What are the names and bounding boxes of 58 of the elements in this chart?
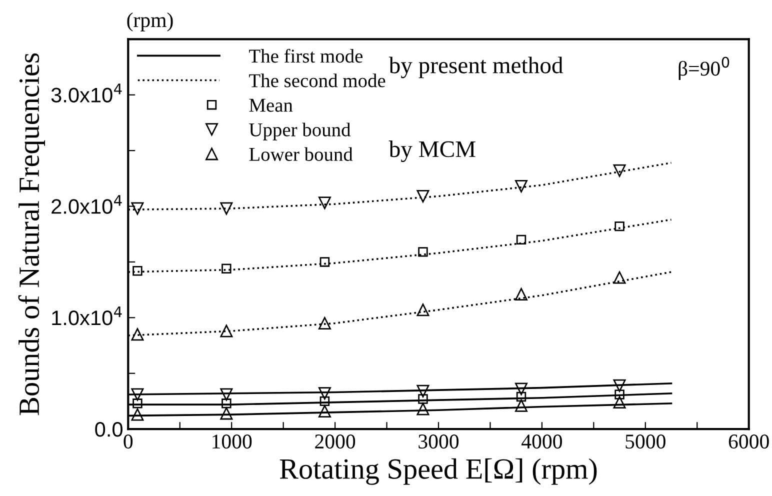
point (220, 324, 233, 338)
point (132, 266, 142, 276)
x-tick-label: 6000 (728, 434, 769, 449)
point (131, 328, 144, 341)
legend-label: The first mode (249, 48, 363, 63)
point (614, 221, 624, 232)
point (220, 388, 233, 401)
point (220, 407, 233, 420)
x-tick-label: 5000 (626, 434, 666, 449)
point (131, 408, 144, 421)
point (516, 234, 526, 245)
point (516, 392, 526, 402)
point (416, 402, 430, 416)
text: (rpm) (127, 12, 173, 32)
point (613, 271, 626, 284)
point (320, 396, 330, 406)
annotation: by present method (388, 56, 563, 78)
legend-label: Upper bound (249, 122, 351, 140)
legend-label: The second mode (249, 74, 386, 88)
x-tick-label: 2000 (315, 434, 356, 449)
y-tick-label: 1.0x10$^{4}$ (52, 306, 122, 326)
point (613, 379, 626, 392)
point (515, 382, 528, 396)
point (220, 202, 233, 215)
y-tick-label: 3.0x10$^{4}$ (51, 84, 122, 102)
y-axis-title: Bounds of Natural Frequencies (18, 53, 46, 416)
point (515, 180, 528, 192)
point (614, 390, 624, 400)
point (318, 404, 331, 418)
point (613, 396, 626, 409)
annotation: by MCM (388, 140, 476, 162)
x-tick-label: 1000 (212, 434, 252, 449)
point (131, 202, 144, 215)
point (222, 264, 232, 274)
point (613, 164, 626, 177)
point (416, 304, 430, 316)
y-tick-label: 2.0x10$^{4}$ (52, 195, 122, 214)
point (320, 257, 330, 267)
x-tick-label: 4000 (522, 434, 562, 449)
x-tick-label: 3000 (418, 434, 459, 449)
point (416, 190, 430, 202)
point (222, 398, 232, 408)
point (318, 316, 331, 330)
point (418, 247, 428, 257)
point (418, 394, 428, 404)
point (515, 399, 528, 412)
x-tick-label: 0 (124, 434, 133, 449)
legend-label: Lower bound (249, 147, 353, 161)
point (416, 384, 430, 398)
point (131, 388, 144, 401)
x-axis-title: Rotating Speed E[Ω] (rpm) (280, 458, 597, 485)
legend-label: Mean (249, 98, 293, 112)
point (132, 398, 142, 408)
annotation: β=90$^{0}$ (678, 56, 730, 80)
y-tick-label: 0.0 (95, 422, 122, 437)
point (318, 387, 331, 400)
point (318, 196, 331, 210)
point (515, 288, 528, 301)
